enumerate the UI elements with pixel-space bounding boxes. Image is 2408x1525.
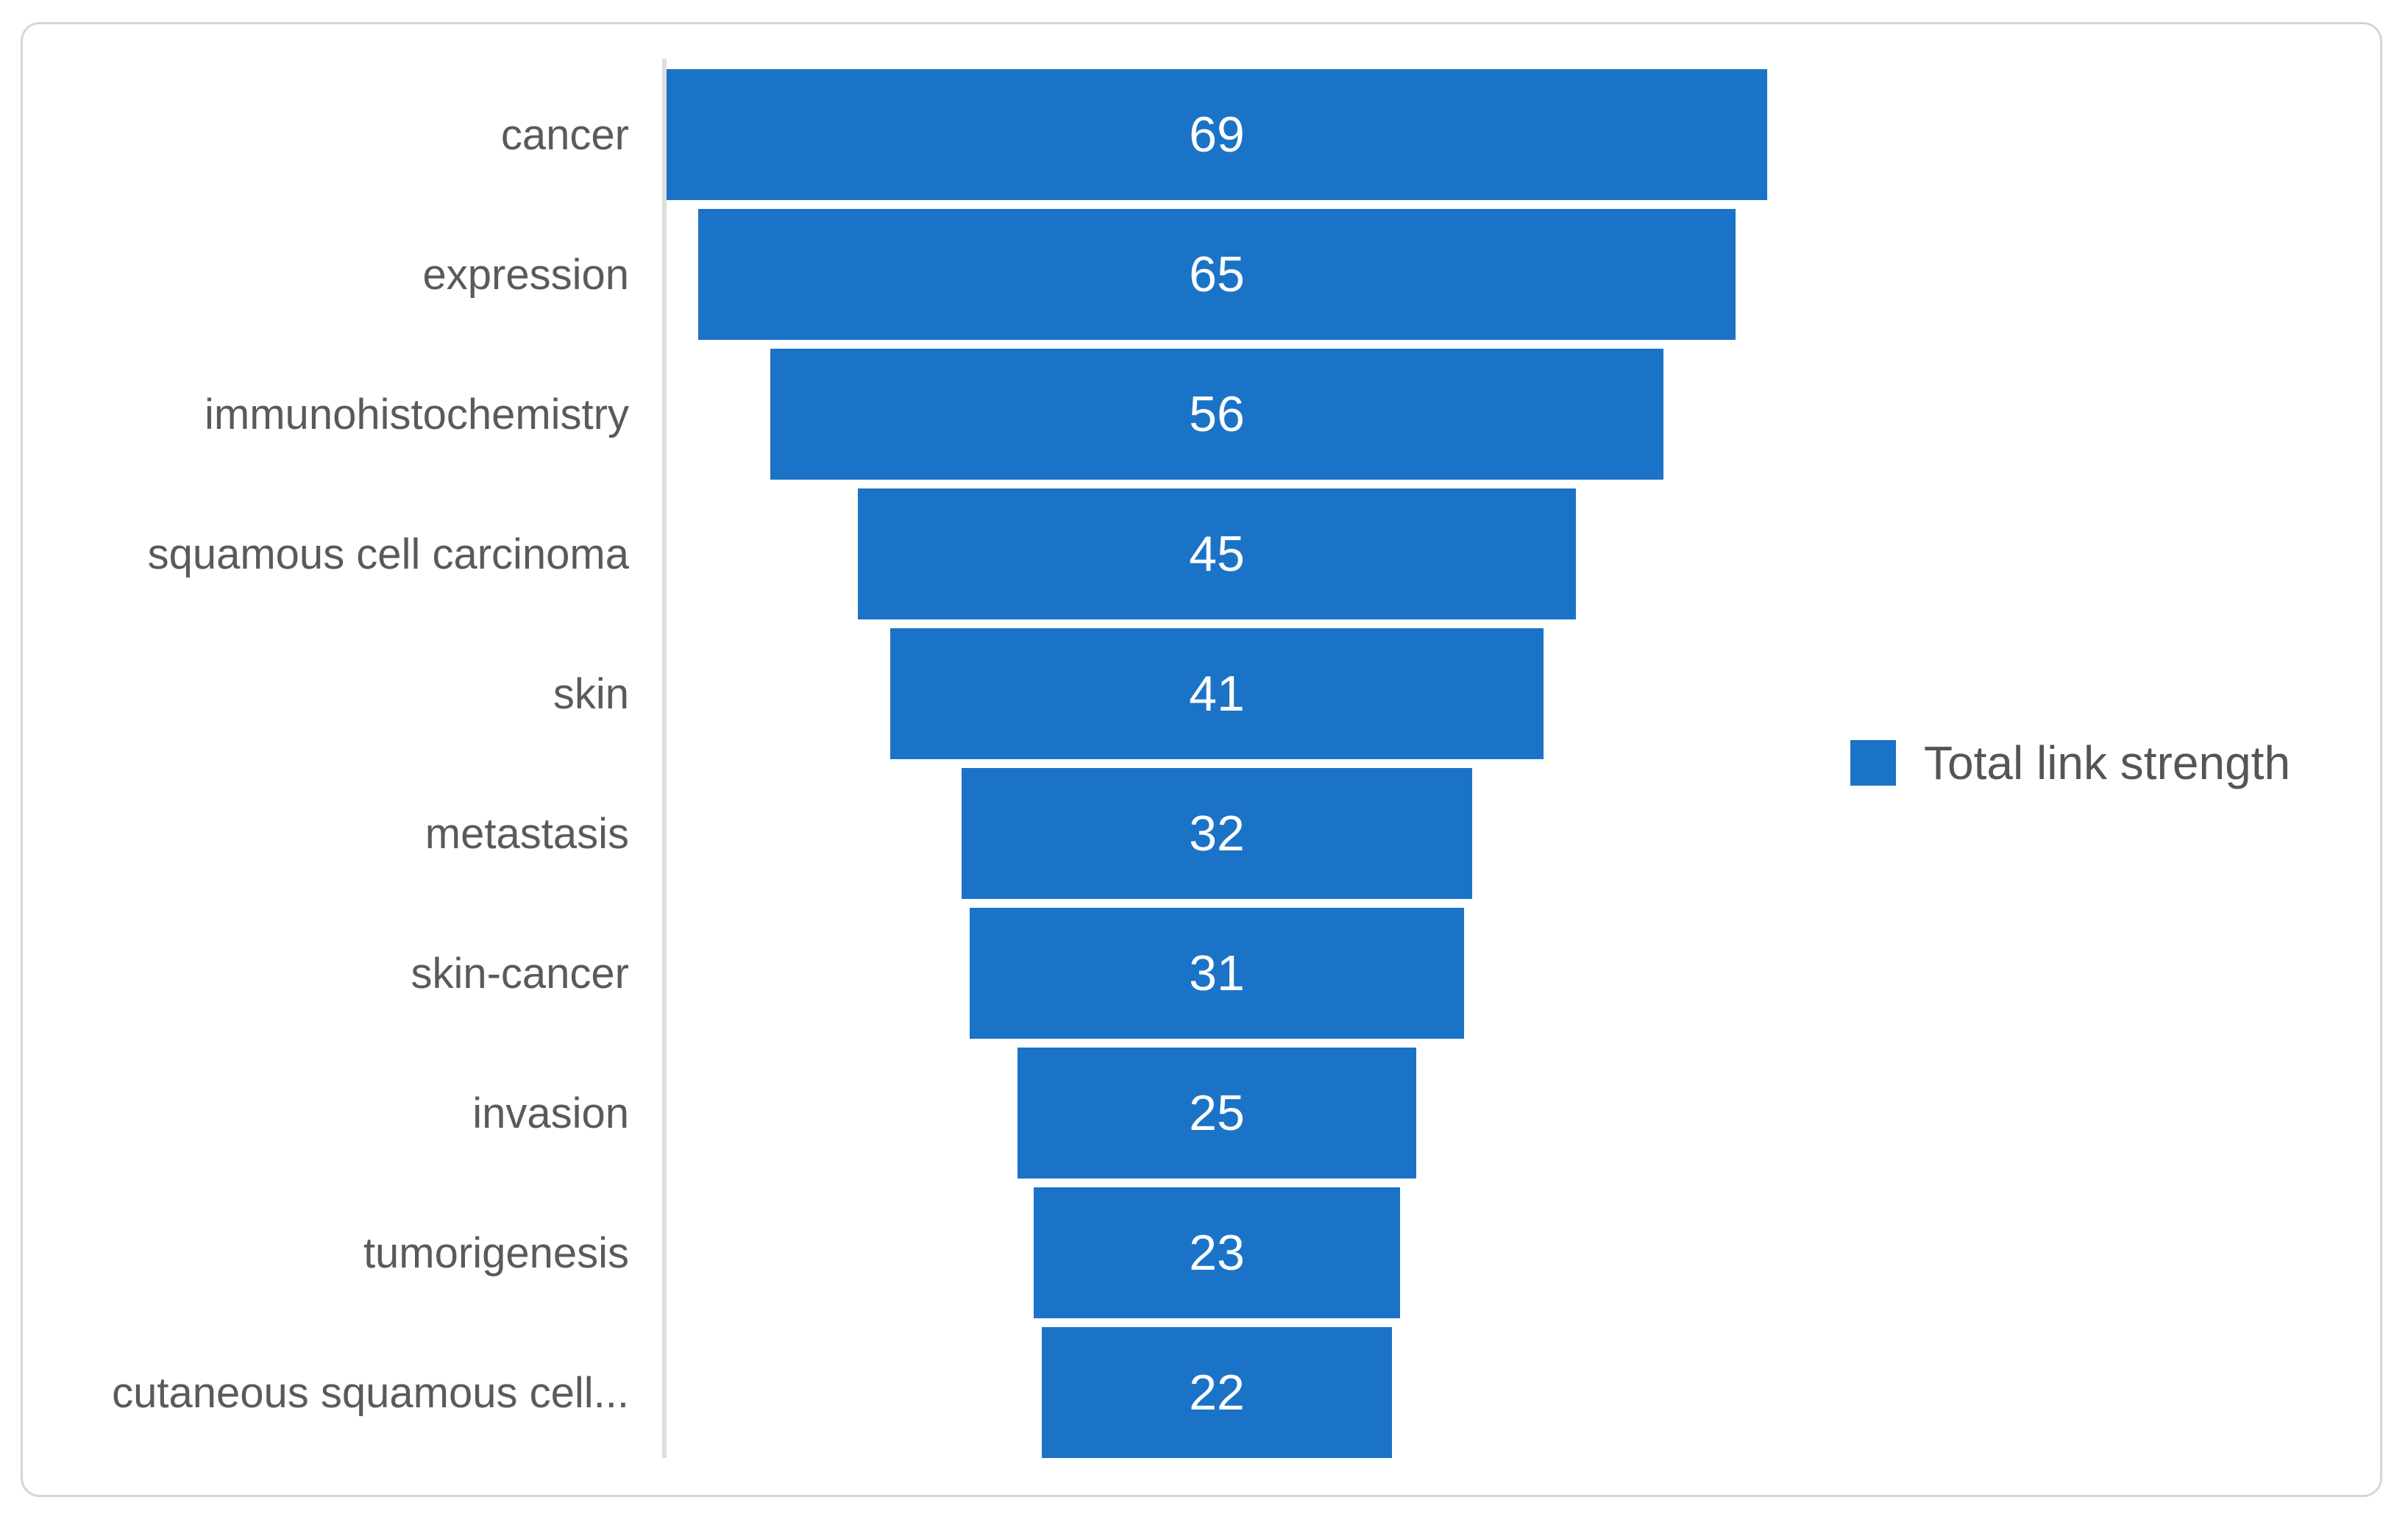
- funnel-bar: 32: [962, 768, 1472, 899]
- funnel-bar: 23: [1033, 1187, 1401, 1318]
- funnel-bar: 69: [667, 69, 1767, 200]
- bar-field: 41: [667, 624, 1767, 764]
- funnel-row: expression 65: [0, 205, 2408, 344]
- bar-value-label: 65: [1189, 246, 1245, 302]
- legend: Total link strength: [1850, 736, 2290, 790]
- bar-value-label: 31: [1189, 945, 1245, 1001]
- funnel-row: invasion 25: [0, 1043, 2408, 1183]
- bar-field: 25: [667, 1043, 1767, 1183]
- category-label: skin-cancer: [411, 949, 629, 998]
- bar-field: 32: [667, 764, 1767, 903]
- bar-value-label: 69: [1189, 107, 1245, 163]
- category-label: cancer: [500, 110, 629, 159]
- category-label: invasion: [472, 1089, 629, 1137]
- category-label: metastasis: [425, 809, 629, 858]
- bar-field: 65: [667, 205, 1767, 344]
- category-label: skin: [553, 669, 629, 718]
- bar-value-label: 45: [1189, 526, 1245, 582]
- legend-marker-swatch: [1850, 740, 1896, 786]
- funnel-row: squamous cell carcinoma 45: [0, 484, 2408, 624]
- category-label: immunohistochemistry: [205, 390, 629, 438]
- funnel-row: tumorigenesis 23: [0, 1183, 2408, 1323]
- funnel-bar: 22: [1041, 1327, 1393, 1458]
- bar-value-label: 41: [1189, 666, 1245, 722]
- category-label: squamous cell carcinoma: [147, 530, 629, 578]
- bar-value-label: 32: [1189, 806, 1245, 861]
- bar-field: 31: [667, 903, 1767, 1043]
- funnel-bar: 41: [889, 628, 1544, 759]
- funnel-row: skin-cancer 31: [0, 903, 2408, 1043]
- category-label: tumorigenesis: [363, 1229, 629, 1277]
- bar-value-label: 25: [1189, 1085, 1245, 1141]
- category-axis-line: [662, 59, 667, 1458]
- funnel-row: metastasis 32: [0, 764, 2408, 903]
- funnel-row: cancer 69: [0, 65, 2408, 205]
- bar-field: 69: [667, 65, 1767, 205]
- bar-value-label: 22: [1189, 1365, 1245, 1421]
- funnel-bar: 31: [969, 908, 1465, 1039]
- funnel-row: immunohistochemistry 56: [0, 344, 2408, 484]
- funnel-bar: 65: [698, 209, 1736, 340]
- bar-field: 45: [667, 484, 1767, 624]
- bar-value-label: 56: [1189, 386, 1245, 442]
- funnel-row: skin 41: [0, 624, 2408, 764]
- funnel-bar: 25: [1017, 1048, 1416, 1179]
- bar-value-label: 23: [1189, 1225, 1245, 1281]
- category-label: expression: [422, 250, 629, 299]
- legend-label: Total link strength: [1924, 736, 2291, 789]
- bar-field: 56: [667, 344, 1767, 484]
- bar-field: 22: [667, 1323, 1767, 1462]
- funnel-rows: cancer 69 expression 65 immunohistochemistry…: [0, 65, 2408, 1462]
- category-label: cutaneous squamous cell...: [112, 1368, 629, 1417]
- funnel-bar: 45: [858, 488, 1576, 619]
- funnel-row: cutaneous squamous cell... 22: [0, 1323, 2408, 1462]
- bar-field: 23: [667, 1183, 1767, 1323]
- funnel-bar: 56: [770, 349, 1664, 480]
